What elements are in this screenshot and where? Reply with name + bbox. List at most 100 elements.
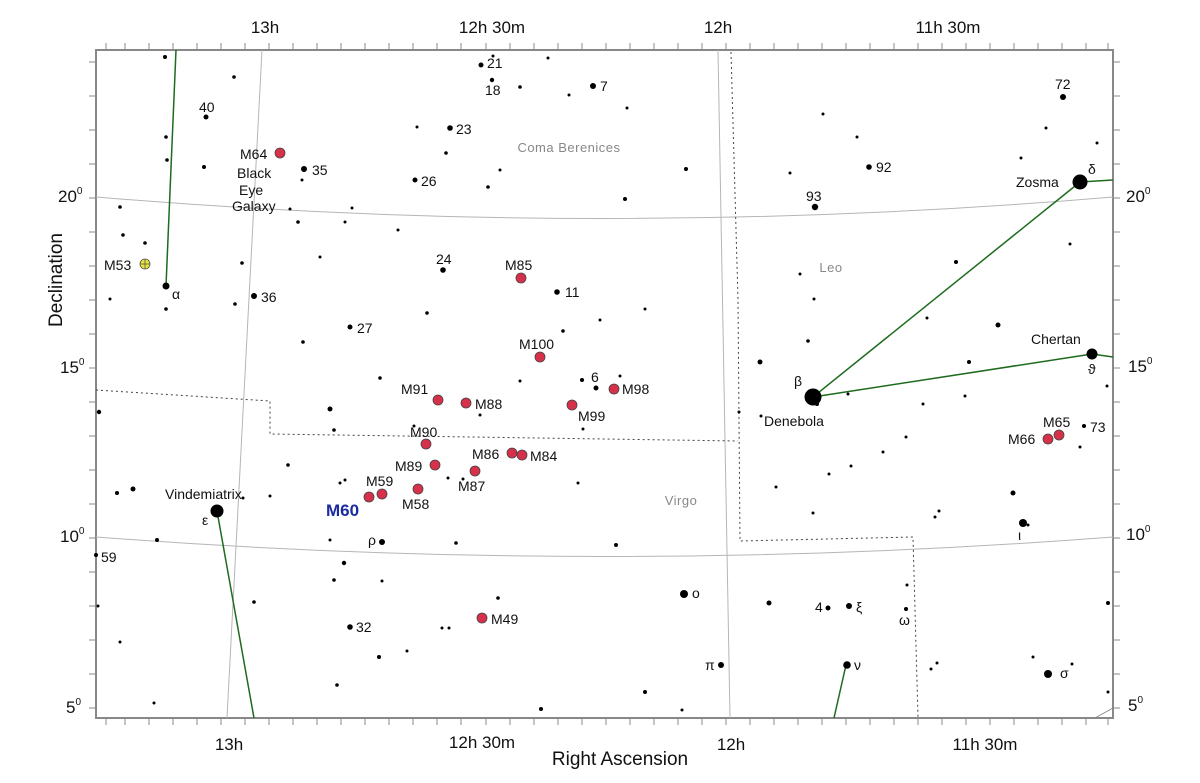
star-56 xyxy=(343,478,347,482)
galaxy-m58 xyxy=(412,483,424,495)
star-55 xyxy=(268,494,272,498)
star-28 xyxy=(379,539,385,545)
greek-xi: ξ xyxy=(856,599,862,615)
star-10 xyxy=(489,77,495,83)
star-49 xyxy=(296,220,300,224)
label-m89: M89 xyxy=(395,458,422,474)
star-78 xyxy=(581,427,585,431)
star-54 xyxy=(241,496,245,500)
star-32 xyxy=(96,409,102,415)
label-m84: M84 xyxy=(530,448,557,464)
label-m64: M64 xyxy=(240,146,267,162)
star-60 xyxy=(412,424,416,428)
constellation-lines xyxy=(165,49,1114,719)
star-zosma-label: Zosma xyxy=(1016,174,1059,190)
greek-nu: ν xyxy=(854,657,861,673)
star-108 xyxy=(759,414,763,418)
star-70 xyxy=(440,626,444,630)
star-7 xyxy=(866,164,872,170)
greek-beta: β xyxy=(794,373,802,389)
constellation-boundaries xyxy=(95,51,919,719)
star-110 xyxy=(995,322,1001,328)
star-50 xyxy=(288,207,292,211)
star-32-label: 32 xyxy=(356,619,372,635)
star-141 xyxy=(405,649,409,653)
star-129 xyxy=(935,661,939,665)
greek-alpha: α xyxy=(172,286,180,302)
label-m87: M87 xyxy=(458,478,485,494)
star-29 xyxy=(347,624,353,630)
ra-top-12h30m: 12h 30m xyxy=(459,18,525,37)
star-102 xyxy=(849,464,853,468)
stars xyxy=(94,54,1110,712)
greek-epsilon: ε xyxy=(202,512,208,528)
greek-theta: ϑ xyxy=(1088,361,1096,377)
star-69 xyxy=(377,655,381,659)
star-18-label: 18 xyxy=(485,82,501,98)
star-24 xyxy=(843,661,851,669)
chart-frame xyxy=(95,49,1114,719)
star-39 xyxy=(202,165,206,169)
star-117 xyxy=(881,450,885,454)
label-m65: M65 xyxy=(1043,414,1070,430)
star-105 xyxy=(774,485,778,489)
star-21 xyxy=(1044,670,1052,678)
star-98 xyxy=(806,339,810,343)
star-130 xyxy=(929,667,933,671)
label-m90: M90 xyxy=(410,424,437,440)
star-47 xyxy=(108,297,112,301)
star-112 xyxy=(925,316,929,320)
star-124 xyxy=(1106,601,1110,605)
star-83 xyxy=(478,413,482,417)
star-6 xyxy=(811,203,819,211)
star-75 xyxy=(680,708,684,712)
star-22 xyxy=(680,590,688,598)
dec-line-20 xyxy=(95,196,1114,219)
star-119 xyxy=(937,509,941,513)
label-m53: M53 xyxy=(104,257,131,273)
star-134 xyxy=(855,135,859,139)
label-m49: M49 xyxy=(491,611,518,627)
star-23 xyxy=(718,662,724,668)
star-35 xyxy=(155,538,159,542)
star-44 xyxy=(240,261,244,265)
label-m100: M100 xyxy=(519,336,554,352)
star-6-label: 6 xyxy=(591,369,599,385)
greek-rho: ρ xyxy=(368,532,376,548)
star-140 xyxy=(96,604,100,608)
star-144 xyxy=(396,228,400,232)
star-7-label: 7 xyxy=(600,78,608,94)
star-35-label: 35 xyxy=(312,162,328,178)
star-4 xyxy=(162,282,170,290)
star-53 xyxy=(286,463,290,467)
star-81 xyxy=(561,329,565,333)
greek-iota: ι xyxy=(1018,527,1021,543)
star-137 xyxy=(798,272,802,276)
star-41 xyxy=(118,205,122,209)
star-133 xyxy=(1019,156,1023,160)
star-143 xyxy=(318,255,322,259)
star-19 xyxy=(1082,424,1086,428)
star-36 xyxy=(163,55,167,59)
star-37 xyxy=(232,75,236,79)
star-46 xyxy=(164,307,168,311)
star-0 xyxy=(1072,174,1088,190)
star-27-label: 27 xyxy=(357,320,373,336)
star-5 xyxy=(1060,94,1066,100)
star-96 xyxy=(618,374,622,378)
star-number-labels: 21 18 7 40 23 35 26 24 11 36 27 6 92 93 … xyxy=(101,55,1106,635)
star-26 xyxy=(825,605,831,611)
star-128 xyxy=(905,583,909,587)
star-93 xyxy=(623,197,627,201)
star-45 xyxy=(233,302,237,306)
star-132 xyxy=(1095,141,1099,145)
star-25 xyxy=(846,603,852,609)
star-92 xyxy=(567,93,571,97)
boundary-leo-virgo xyxy=(730,51,919,719)
star-31 xyxy=(203,114,209,120)
label-m64-name-1: Black xyxy=(237,165,272,181)
star-13 xyxy=(412,177,418,183)
star-11 xyxy=(447,125,453,131)
star-18 xyxy=(593,385,599,391)
star-94 xyxy=(684,167,688,171)
